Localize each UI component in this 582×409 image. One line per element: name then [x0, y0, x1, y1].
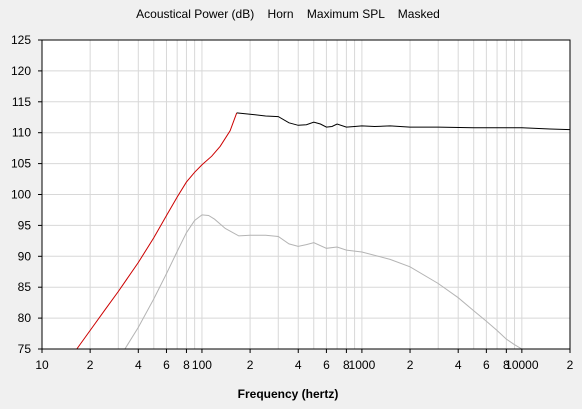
y-tick-label: 120	[11, 64, 31, 78]
x-tick-label: 1000	[349, 358, 376, 372]
series-line-2	[236, 112, 571, 131]
y-tick-label: 125	[11, 33, 31, 47]
x-tick-label: 8	[343, 358, 350, 372]
y-tick-label: 115	[12, 95, 31, 109]
x-tick-label: 6	[483, 358, 490, 372]
y-tick-label: 90	[18, 249, 32, 263]
chart-title: Acoustical Power (dB) Horn Maximum SPL M…	[136, 7, 440, 21]
x-tick-label: 6	[323, 358, 330, 372]
series-line-1	[76, 112, 238, 350]
x-tick-label: 4	[295, 358, 302, 372]
series-group	[76, 112, 571, 350]
y-tick-label: 75	[18, 342, 32, 356]
y-tick-label: 110	[12, 126, 31, 140]
x-tick-label: 2	[567, 358, 574, 372]
x-tick-label: 8	[183, 358, 190, 372]
x-tick-label: 4	[455, 358, 462, 372]
x-tick-label: 6	[163, 358, 170, 372]
y-tick-label: 80	[18, 311, 32, 325]
x-tick-label: 2	[87, 358, 94, 372]
y-tick-label: 100	[11, 188, 31, 202]
y-tick-label: 85	[18, 280, 32, 294]
x-tick-label: 2	[407, 358, 414, 372]
x-axis-title: Frequency (hertz)	[238, 387, 339, 401]
y-tick-label: 105	[11, 157, 31, 171]
x-tick-label: 10	[35, 358, 49, 372]
x-tick-label: 4	[135, 358, 142, 372]
x-tick-label: 10000	[505, 358, 539, 372]
grid	[41, 39, 571, 350]
series-line-3	[124, 214, 523, 350]
y-tick-label: 95	[18, 218, 32, 232]
x-tick-label: 8	[503, 358, 510, 372]
x-tick-label: 2	[247, 358, 254, 372]
x-tick-label: 100	[192, 358, 212, 372]
